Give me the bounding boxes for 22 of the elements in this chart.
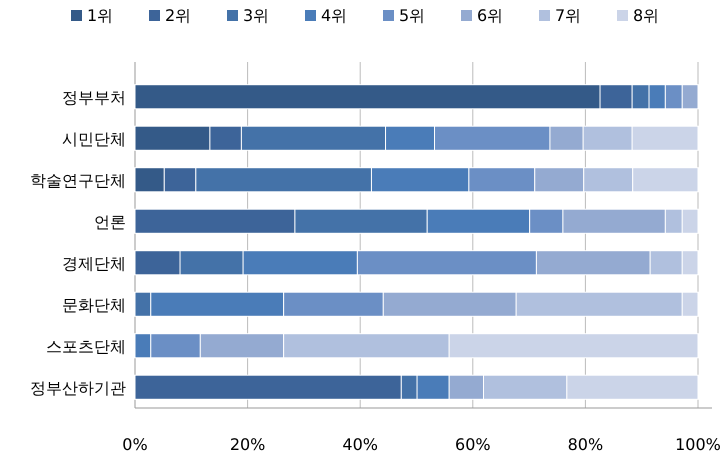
legend-label: 3위 [243,6,270,25]
legend-label: 6위 [477,6,504,25]
y-tick-label: 경제단체 [62,254,126,273]
y-tick-label: 정부산하기관 [30,378,126,398]
legend-label: 2위 [165,6,192,25]
x-tick-label: 60% [455,435,491,454]
x-tick-label: 0% [122,435,148,454]
legend-label: 8위 [633,6,660,25]
y-tick-label: 문화단체 [62,295,126,314]
y-tick-label: 스포츠단체 [46,336,126,356]
y-tick-label: 시민단체 [62,129,126,148]
legend-label: 1위 [87,6,114,25]
legend-label: 4위 [321,6,348,25]
x-tick-label: 80% [568,435,604,454]
y-tick-label: 정부부처 [62,88,126,107]
x-tick-label: 20% [230,435,266,454]
x-tick-label: 100% [675,435,721,454]
x-tick-label: 40% [342,435,378,454]
legend-label: 5위 [399,6,426,25]
y-tick-label: 학술연구단체 [30,170,126,190]
y-tick-label: 언론 [94,212,126,232]
legend-label: 7위 [555,6,582,25]
